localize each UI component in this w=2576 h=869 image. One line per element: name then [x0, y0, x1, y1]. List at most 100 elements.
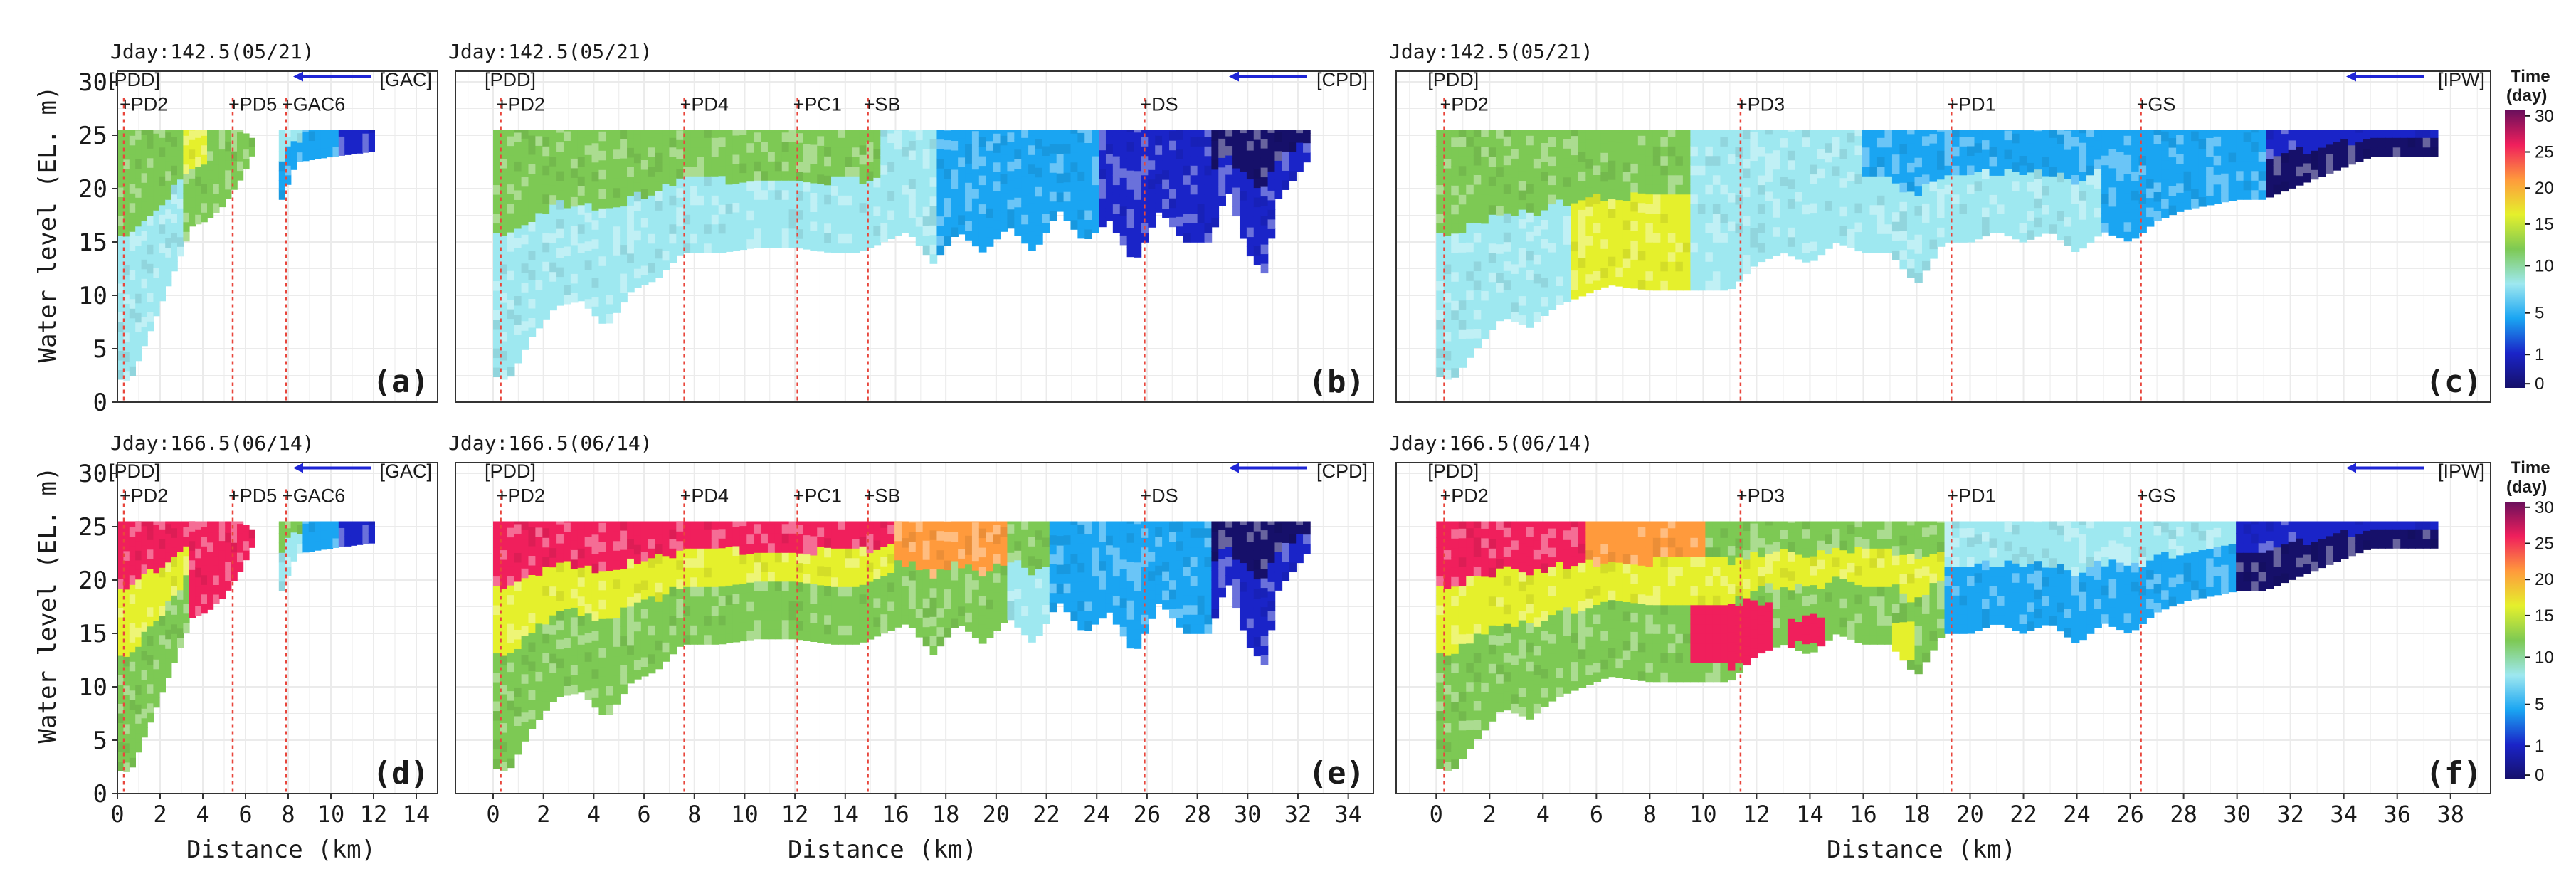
heatmap-cell: [1750, 160, 1758, 171]
heatmap-cell: [711, 166, 719, 177]
heatmap-cell: [542, 251, 550, 262]
heatmap-cell: [1063, 152, 1072, 164]
heatmap-cell: [781, 132, 790, 142]
heatmap-cell: [627, 663, 635, 674]
heatmap-cell: [1600, 200, 1609, 211]
heatmap-cell: [507, 222, 515, 233]
heatmap-cell: [1511, 273, 1519, 284]
heatmap-cell: [922, 139, 931, 149]
heatmap-cell: [1496, 224, 1504, 235]
heatmap-cell: [177, 169, 184, 180]
heatmap-cell: [2333, 131, 2341, 142]
heatmap-cell: [704, 137, 712, 148]
heatmap-cell: [507, 633, 515, 643]
heatmap-cell: [2258, 142, 2266, 152]
heatmap-cell: [1169, 216, 1177, 228]
heatmap-cell: [993, 219, 1001, 230]
heatmap-cell: [1563, 186, 1572, 197]
heatmap-cell: [577, 529, 586, 539]
heatmap-cell: [1974, 172, 1983, 182]
heatmap-cell: [1810, 193, 1818, 204]
heatmap-cell: [549, 184, 557, 196]
heatmap-cell: [711, 243, 719, 253]
heatmap-cell: [1458, 175, 1467, 186]
heatmap-cell: [570, 684, 579, 695]
heatmap-cell: [1585, 158, 1594, 169]
heatmap-cell: [986, 150, 994, 161]
heatmap-cell: [1750, 141, 1758, 152]
heatmap-cell: [1260, 147, 1269, 159]
heatmap-cell: [570, 273, 579, 284]
heatmap-cell: [971, 216, 980, 228]
heatmap-cell: [1099, 130, 1107, 132]
heatmap-cell: [1660, 204, 1669, 214]
heatmap-cell: [225, 141, 232, 152]
heatmap-cell: [2243, 132, 2252, 142]
heatmap-cell: [2288, 169, 2296, 179]
heatmap-cell: [648, 576, 656, 587]
panel-a: +PD2 +PD5 +GAC6[PDD] [GAC](a)Jday:142.5(05/…: [78, 40, 438, 417]
heatmap-cell: [1825, 191, 1833, 201]
heatmap-cell: [521, 234, 529, 245]
heatmap-cell: [213, 584, 220, 595]
heatmap-cell: [542, 155, 550, 166]
heatmap-cell: [1496, 301, 1504, 312]
heatmap-cell: [493, 136, 501, 147]
heatmap-cell: [493, 653, 501, 663]
heatmap-cell: [1169, 130, 1177, 132]
heatmap-cell: [1049, 133, 1057, 144]
heatmap-cell: [2303, 130, 2311, 135]
heatmap-cell: [147, 167, 154, 178]
heatmap-cell: [549, 214, 557, 224]
heatmap-cell: [1899, 211, 1908, 221]
heatmap-cell: [1014, 206, 1023, 217]
heatmap-cell: [2183, 132, 2192, 143]
heatmap-cell: [117, 359, 125, 370]
heatmap-cell: [535, 251, 544, 261]
heatmap-cell: [627, 558, 635, 569]
heatmap-cell: [640, 551, 649, 562]
heatmap-cell: [915, 178, 924, 189]
heatmap-cell: [2236, 170, 2244, 181]
heatmap-cell: [1190, 184, 1198, 195]
heatmap-cell: [1660, 251, 1669, 262]
heatmap-cell: [648, 137, 656, 148]
heatmap-cell: [591, 142, 600, 153]
heatmap-cell: [521, 273, 529, 283]
heatmap-cell: [2034, 139, 2042, 151]
heatmap-cell: [1914, 263, 1923, 273]
heatmap-cell: [936, 130, 945, 140]
heatmap-cell: [1832, 165, 1841, 176]
heatmap-cell: [500, 254, 508, 265]
heatmap-cell: [2326, 144, 2334, 154]
heatmap-cell: [1451, 281, 1459, 292]
heatmap-cell: [2012, 142, 2020, 153]
heatmap-cell: [831, 176, 839, 186]
heatmap-cell: [535, 222, 544, 233]
heatmap-cell: [1982, 197, 1990, 208]
heatmap-cell: [1190, 146, 1198, 157]
heatmap-cell: [507, 145, 515, 156]
heatmap-cell: [1974, 130, 1983, 134]
heatmap-cell: [2146, 216, 2155, 227]
heatmap-cell: [563, 609, 571, 619]
heatmap-cell: [1466, 232, 1474, 243]
heatmap-cell: [123, 236, 130, 246]
heatmap-cell: [1720, 165, 1728, 176]
heatmap-cell: [577, 567, 586, 578]
heatmap-cell: [633, 201, 642, 211]
heatmap-cell: [944, 149, 952, 160]
heatmap-cell: [1556, 209, 1564, 219]
heatmap-cell: [591, 591, 600, 602]
heatmap-cell: [141, 554, 148, 565]
heatmap-cell: [563, 637, 571, 648]
heatmap-cell: [767, 209, 776, 219]
heatmap-cell: [153, 630, 160, 641]
heatmap-cell: [165, 180, 172, 191]
heatmap-cell: [153, 553, 160, 564]
heatmap-cell: [824, 165, 832, 176]
heatmap-cell: [2288, 159, 2296, 169]
heatmap-cell: [1982, 149, 1990, 160]
heatmap-cell: [1622, 181, 1632, 191]
heatmap-cell: [662, 193, 670, 204]
